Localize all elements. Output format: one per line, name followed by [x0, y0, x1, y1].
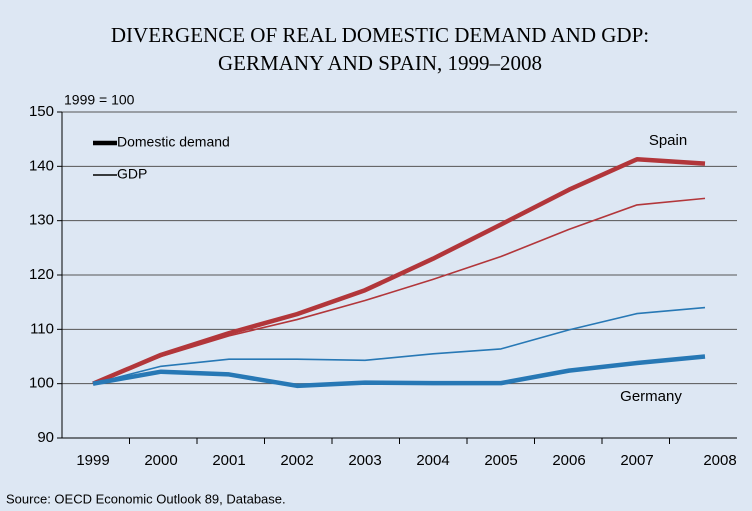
x-tick-label: 2001 [212, 452, 245, 469]
y-tick-label: 140 [29, 157, 54, 174]
x-tick-label: 2003 [348, 452, 381, 469]
line-gdp [92, 197, 706, 385]
x-tick-label: 1999 [76, 452, 109, 469]
line-domestic-demand [92, 354, 706, 389]
y-tick-label: 130 [29, 212, 54, 229]
chart-title: GERMANY AND SPAIN, 1999–2008 [218, 51, 542, 75]
legend-label: Domestic demand [117, 134, 230, 150]
line-gdp [92, 306, 706, 385]
y-axis-label: 1999 = 100 [64, 92, 135, 108]
y-tick-label: 120 [29, 266, 54, 283]
x-tick-label: 2002 [280, 452, 313, 469]
source: Source: OECD Economic Outlook 89, Databa… [6, 491, 286, 506]
chart-title: DIVERGENCE OF REAL DOMESTIC DEMAND AND G… [111, 23, 649, 47]
x-tick-label: 2005 [484, 452, 517, 469]
x-tick-label: 2008 [703, 452, 736, 469]
y-tick-label: 90 [37, 429, 54, 446]
x-tick-label: 2000 [144, 452, 177, 469]
y-tick-label: 110 [30, 320, 54, 337]
x-tick-label: 2007 [620, 452, 653, 469]
x-tick-label: 2006 [552, 452, 585, 469]
legend-label: GDP [117, 166, 147, 182]
x-tick-label: 2004 [416, 452, 449, 469]
series-label: Spain [649, 132, 687, 149]
y-tick-label: 150 [29, 103, 54, 120]
line-domestic-demand [92, 157, 706, 386]
series-label: Germany [620, 388, 682, 405]
y-tick-label: 100 [29, 375, 54, 392]
